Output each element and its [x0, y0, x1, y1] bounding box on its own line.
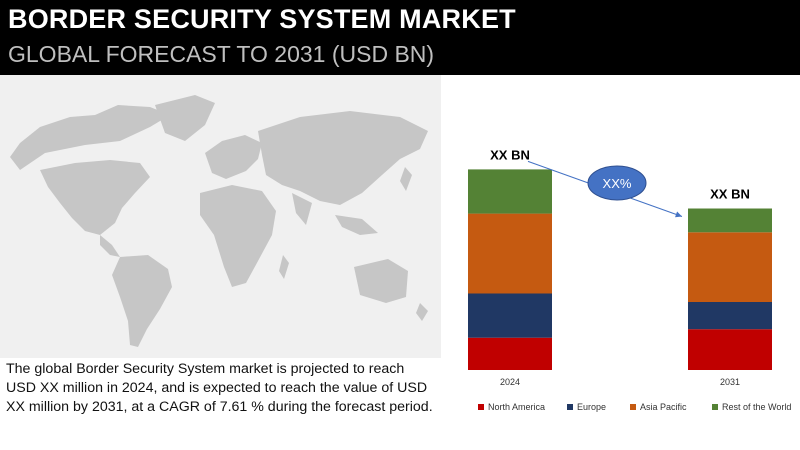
bar-total-label: XX BN [710, 187, 750, 202]
bar-total-label: XX BN [490, 147, 530, 162]
growth-arrow-head [675, 211, 682, 218]
legend-item: Asia Pacific [630, 402, 687, 412]
legend-swatch [478, 404, 484, 410]
legend-item: Rest of the World [712, 402, 791, 412]
bar-segment-rest-of-the-world-2024 [468, 169, 552, 214]
bar-segment-europe-2024 [468, 293, 552, 338]
world-map-panel [0, 75, 441, 358]
legend-label: Europe [577, 402, 607, 412]
legend-label: North America [488, 402, 546, 412]
x-tick-label: 2031 [720, 377, 740, 387]
market-description: The global Border Security System market… [6, 361, 433, 415]
growth-cagr-bubble [587, 165, 647, 201]
bar-segment-asia-pacific-2031 [688, 232, 772, 302]
legend-swatch [630, 404, 636, 410]
stacked-bar-chart: XX BN 2024 XX BN 2031 XX% [468, 147, 772, 387]
legend-label: Rest of the World [722, 402, 792, 412]
page-title: BORDER SECURITY SYSTEM MARKET [8, 4, 516, 34]
page-subtitle: GLOBAL FORECAST TO 2031 (USD BN) [8, 41, 435, 67]
growth-cagr-label: XX% [603, 176, 632, 191]
bar-segment-north-america-2024 [468, 337, 552, 370]
world-map-icon [10, 95, 428, 347]
bar-segment-asia-pacific-2024 [468, 213, 552, 294]
x-tick-label: 2024 [500, 377, 520, 387]
legend-label: Asia Pacific [640, 402, 687, 412]
bar-segment-rest-of-the-world-2031 [688, 208, 772, 233]
bar-segment-europe-2031 [688, 302, 772, 330]
market-forecast-chart: XX BN 2024 XX BN 2031 XX% [441, 75, 800, 450]
header-banner: BORDER SECURITY SYSTEM MARKET GLOBAL FOR… [0, 0, 800, 75]
chart-legend: North America Europe Asia Pacific Rest of t… [474, 402, 800, 416]
bar-segment-north-america-2031 [688, 329, 772, 370]
legend-swatch [712, 404, 718, 410]
legend-item: North America [478, 402, 545, 412]
legend-item: Europe [567, 402, 606, 412]
legend-swatch [567, 404, 573, 410]
